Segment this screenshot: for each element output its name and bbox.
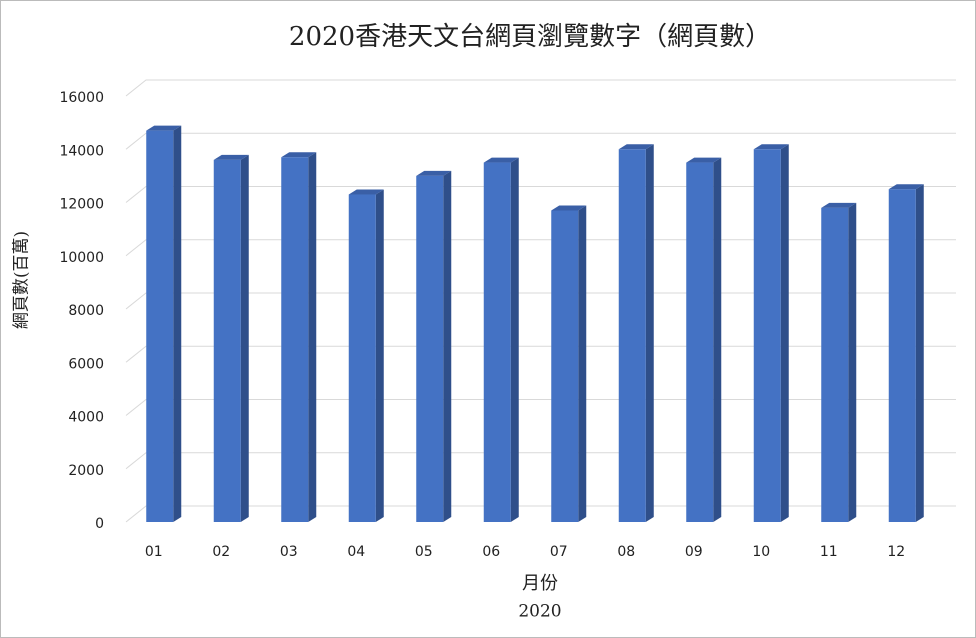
bar-top (213, 154, 249, 160)
bar (686, 162, 714, 522)
bar-side (308, 152, 317, 523)
bar-top (483, 157, 519, 163)
grid-line (125, 505, 956, 523)
y-tick-label: 12000 (59, 197, 104, 213)
grid-line (125, 186, 956, 203)
bar-side (578, 205, 587, 523)
x-tick-label: 09 (685, 544, 703, 560)
x-tick-label: 03 (280, 544, 298, 560)
grid-line (125, 132, 956, 150)
y-tick-label: 2000 (68, 463, 104, 479)
x-axis-sublabel: 2020 (518, 602, 561, 622)
grid-line (125, 79, 956, 97)
y-tick-label: 0 (95, 516, 104, 532)
bar (213, 159, 241, 522)
bar-side (173, 125, 182, 523)
x-tick-label: 04 (347, 544, 365, 560)
bar (483, 162, 511, 522)
y-tick-label: 6000 (68, 356, 104, 372)
bar-top (416, 170, 452, 176)
bar (821, 207, 849, 522)
bar (888, 189, 916, 522)
x-tick-label: 02 (212, 544, 230, 560)
bar-top (686, 157, 722, 163)
bar (416, 175, 444, 522)
bar-top (281, 152, 317, 158)
x-tick-label: 05 (415, 544, 433, 560)
grid-line (125, 452, 956, 470)
bar-side (240, 154, 249, 522)
y-tick-label: 4000 (68, 410, 104, 426)
bar (753, 149, 781, 522)
bar (551, 210, 579, 523)
bar-top (753, 144, 789, 150)
grid-line (125, 292, 956, 310)
y-axis-label: 網頁數(百萬) (12, 231, 32, 329)
bar-top (618, 144, 654, 150)
bar-side (915, 184, 924, 522)
bar-top (888, 184, 924, 190)
bar (146, 130, 174, 523)
grid-line (125, 345, 956, 363)
bar-top (146, 125, 182, 131)
bar-side (510, 157, 519, 522)
y-tick-label: 8000 (68, 303, 104, 319)
x-axis-label: 月份 (522, 573, 558, 594)
y-tick-label: 14000 (59, 143, 104, 159)
y-tick-label: 16000 (59, 90, 104, 106)
x-tick-label: 10 (752, 544, 770, 560)
bar (618, 149, 646, 522)
y-tick-label: 10000 (59, 250, 104, 266)
x-tick-label: 06 (482, 544, 500, 560)
bar-side (443, 170, 452, 522)
x-tick-label: 07 (550, 544, 568, 560)
x-tick-label: 01 (145, 544, 163, 560)
x-tick-label: 12 (887, 544, 905, 560)
bar-side (645, 144, 654, 522)
x-tick-label: 08 (617, 544, 635, 560)
chart-title: 2020香港天文台網頁瀏覽數字（網頁數） (289, 22, 771, 52)
x-tick-label: 11 (820, 544, 838, 560)
grid-line (125, 239, 956, 257)
bar-side (848, 202, 857, 522)
grid-line (125, 399, 956, 416)
bar-side (713, 157, 722, 522)
bar (281, 157, 309, 523)
bar-side (375, 189, 384, 522)
bar-side (780, 144, 789, 522)
bar (348, 194, 376, 522)
bar-top (551, 205, 587, 211)
bar-top (821, 202, 857, 208)
bar-top (348, 189, 384, 195)
